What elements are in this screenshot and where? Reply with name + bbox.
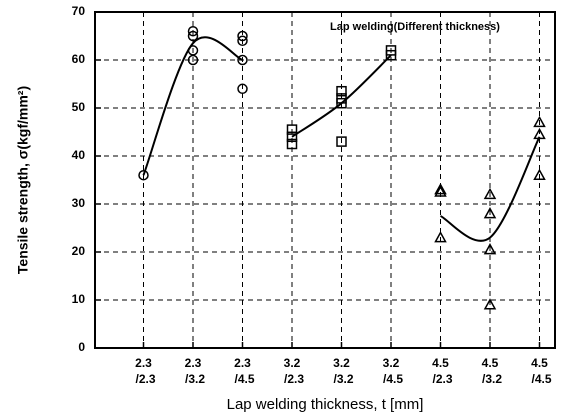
data-point bbox=[187, 30, 199, 42]
x-tick-label: 4.5 bbox=[531, 356, 548, 370]
x-axis-label: Lap welding thickness, t [mm] bbox=[227, 396, 424, 413]
data-point bbox=[286, 131, 298, 143]
data-point bbox=[336, 85, 347, 97]
data-point bbox=[533, 127, 546, 140]
data-point bbox=[533, 168, 546, 180]
data-point bbox=[237, 35, 248, 47]
data-point bbox=[533, 115, 546, 128]
x-tick-label: /4.5 bbox=[531, 372, 551, 386]
data-point bbox=[434, 183, 447, 195]
data-point bbox=[138, 169, 149, 181]
data-point bbox=[286, 138, 298, 150]
x-tick-label: 2.3 bbox=[135, 356, 152, 370]
y-tick-label: 30 bbox=[72, 196, 86, 210]
x-tick-label: 3.2 bbox=[284, 356, 301, 370]
data-point bbox=[237, 30, 248, 42]
y-tick-label: 40 bbox=[72, 148, 86, 162]
data-point bbox=[385, 45, 397, 56]
data-point bbox=[336, 136, 347, 147]
data-point bbox=[187, 45, 199, 56]
x-tick-label: /2.3 bbox=[135, 372, 155, 386]
x-tick-label: 2.3 bbox=[185, 356, 202, 370]
data-point bbox=[434, 231, 447, 243]
y-axis-label: Tensile strength, σ(kgf/mm²) bbox=[15, 86, 31, 274]
x-tick-label: /3.2 bbox=[185, 372, 205, 386]
y-tick-label: 70 bbox=[72, 4, 86, 18]
x-tick-label: 4.5 bbox=[482, 356, 499, 370]
data-point bbox=[237, 54, 248, 66]
y-tick-label: 10 bbox=[72, 292, 86, 306]
data-point bbox=[483, 207, 497, 219]
data-point bbox=[237, 83, 248, 95]
chart-title: Lap welding(Different thickness) bbox=[330, 21, 500, 33]
x-tick-label: /3.2 bbox=[482, 372, 502, 386]
x-tick-label: 4.5 bbox=[432, 356, 449, 370]
x-tick-label: 3.2 bbox=[333, 356, 350, 370]
data-point bbox=[483, 243, 497, 255]
y-tick-label: 60 bbox=[72, 52, 86, 66]
plot-frame bbox=[94, 11, 556, 349]
x-tick-label: /2.3 bbox=[284, 372, 304, 386]
data-point bbox=[286, 124, 298, 135]
x-tick-label: /2.3 bbox=[432, 372, 452, 386]
y-tick-label: 0 bbox=[78, 340, 85, 354]
data-point bbox=[434, 185, 447, 197]
x-tick-label: /4.5 bbox=[383, 372, 403, 386]
x-tick-label: 3.2 bbox=[383, 356, 400, 370]
x-tick-label: /4.5 bbox=[234, 372, 254, 386]
data-point bbox=[187, 25, 199, 37]
data-point bbox=[483, 187, 497, 200]
x-tick-label: /3.2 bbox=[333, 372, 353, 386]
data-point bbox=[336, 93, 347, 104]
y-tick-label: 50 bbox=[72, 100, 86, 114]
x-tick-label: 2.3 bbox=[234, 356, 251, 370]
data-point bbox=[483, 298, 497, 310]
fit-curve bbox=[439, 136, 541, 242]
y-tick-label: 20 bbox=[72, 244, 86, 258]
